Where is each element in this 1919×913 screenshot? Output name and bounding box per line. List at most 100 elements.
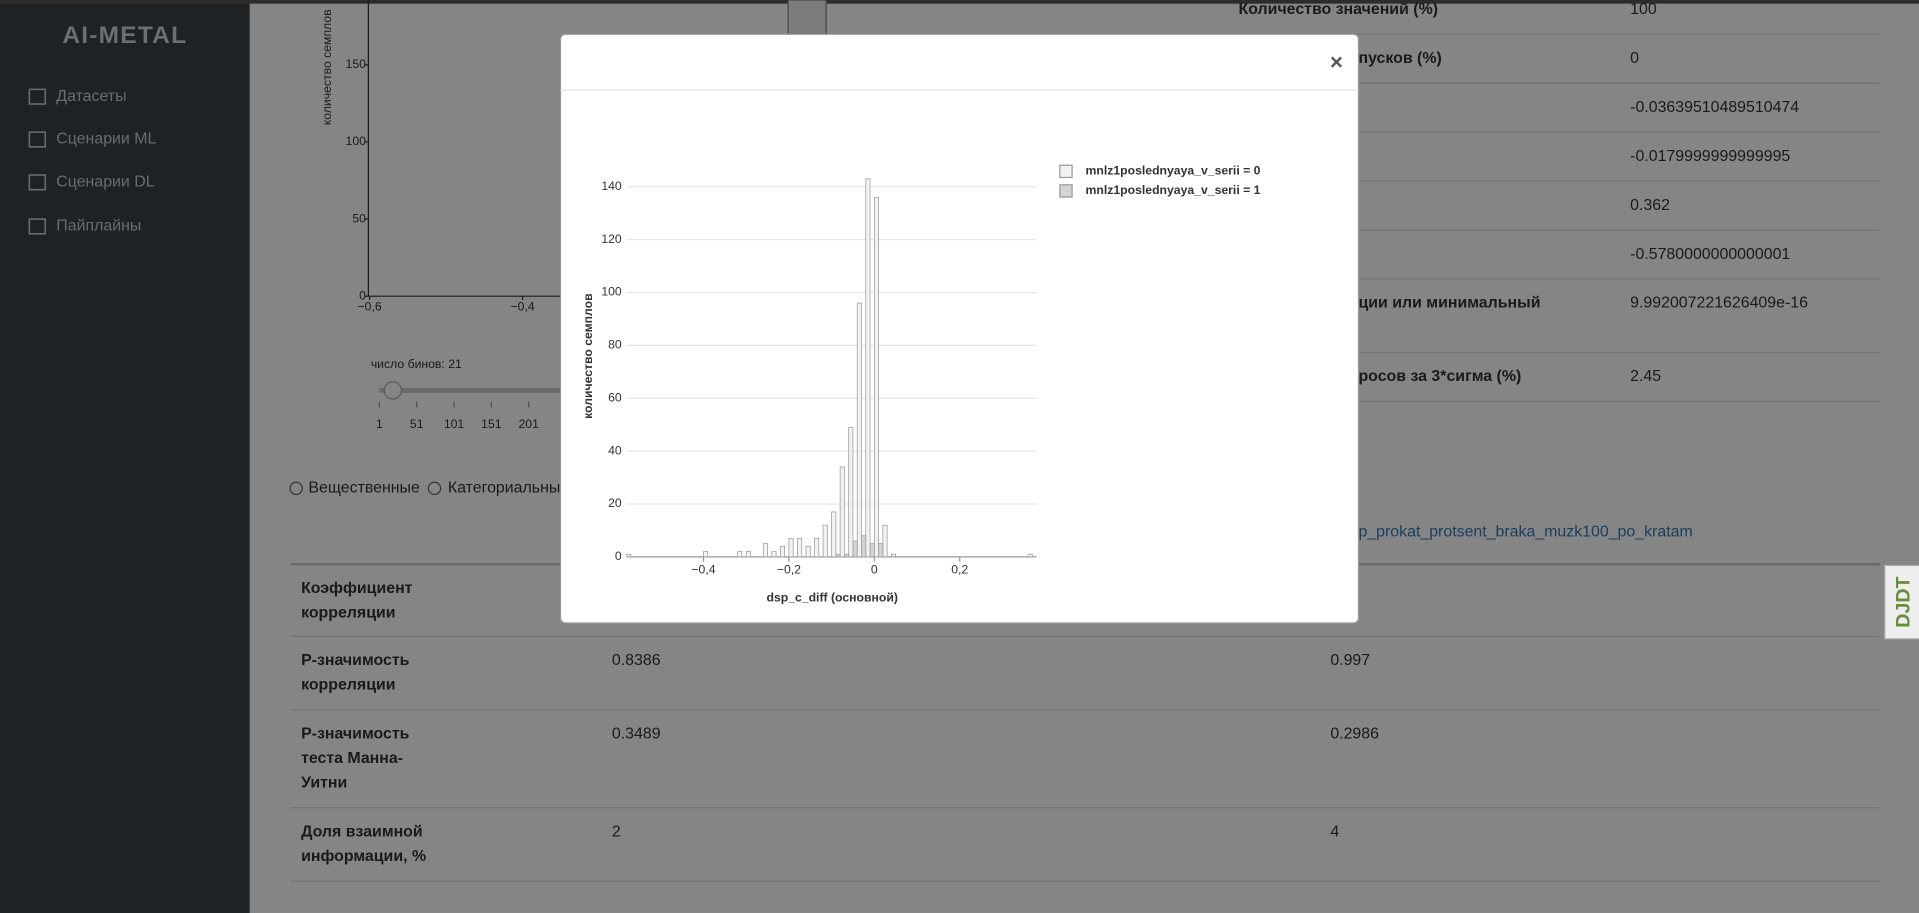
- bar: [865, 178, 871, 558]
- bg-y-tick-label: 150: [346, 57, 367, 71]
- menu-icon[interactable]: [28, 88, 47, 105]
- bg-x-tick-label: −0,4: [511, 299, 535, 313]
- bar: [805, 545, 811, 558]
- radio[interactable]: [289, 481, 303, 496]
- row-label: Р-значимость: [301, 726, 410, 743]
- x-axis-label: dsp_c_diff (основной): [766, 591, 897, 605]
- modal-body: [559, 33, 1360, 624]
- menu-item[interactable]: Датасеты: [56, 88, 126, 105]
- bar: [822, 524, 828, 558]
- bar: [703, 551, 709, 558]
- legend-label[interactable]: mnlz1poslednyaya_v_serii = 1: [1086, 183, 1261, 197]
- bg-bar-outline: [787, 0, 827, 35]
- x-tick-label: 0: [871, 563, 878, 577]
- bar: [852, 540, 858, 558]
- bar: [831, 511, 837, 558]
- sidebar: [0, 0, 250, 913]
- row-label: теста Манна-: [301, 750, 403, 767]
- bar: [797, 537, 803, 558]
- stat-value: 9.992007221626409e-16: [1630, 295, 1808, 312]
- slider-tick-label: 151: [481, 417, 502, 431]
- slider-handle[interactable]: [383, 381, 403, 400]
- x-tick-label: −0,2: [777, 563, 801, 577]
- slider-tick-label: 51: [410, 417, 424, 431]
- bg-x-tick-label: −0,6: [358, 299, 382, 313]
- menu-icon[interactable]: [28, 174, 47, 191]
- bar: [878, 543, 884, 558]
- radio-label[interactable]: Категориальные: [448, 480, 569, 497]
- stat-label: Количество значений (%): [1239, 1, 1439, 18]
- y-tick-label: 80: [608, 338, 622, 352]
- stat-value: -0.5780000000000001: [1630, 246, 1790, 263]
- slider-label: число бинов: 21: [371, 357, 462, 371]
- bar: [771, 551, 777, 558]
- legend-swatch[interactable]: [1059, 184, 1073, 198]
- x-tick-label: 0,2: [951, 563, 968, 577]
- row-label: корреляции: [301, 604, 395, 621]
- y-tick-label: 40: [608, 443, 622, 457]
- content: AI-METAL Датасеты Сценарии ML Сценарии DL Па…: [28, 0, 1880, 882]
- row-label: Коэффициент: [301, 580, 413, 597]
- cell-value: 0.2986: [1330, 726, 1379, 743]
- stat-value: 100: [1630, 1, 1657, 18]
- y-tick-label: 20: [608, 496, 622, 510]
- bar: [626, 553, 632, 558]
- row-label: Р-значимость: [301, 652, 410, 669]
- bar: [839, 466, 845, 558]
- target-link[interactable]: p_prokat_protsent_braka_muzk100_po_krata…: [1358, 524, 1692, 541]
- bar: [745, 551, 751, 558]
- menu-item[interactable]: Пайплайны: [56, 218, 141, 235]
- legend-swatch[interactable]: [1059, 164, 1073, 179]
- bar: [814, 537, 820, 558]
- radio-label[interactable]: Вещественные: [308, 480, 420, 497]
- modal-close[interactable]: ×: [1330, 49, 1343, 74]
- menu-icon[interactable]: [28, 131, 47, 148]
- bar: [891, 553, 897, 558]
- slider-tick-label: 1: [376, 417, 383, 431]
- cell-value: 2: [612, 823, 621, 840]
- cell-value: 4: [1330, 823, 1339, 840]
- debug-toolbar-label[interactable]: DJDT: [1892, 577, 1914, 628]
- stat-value: -0.03639510489510474: [1630, 99, 1799, 116]
- bg-y-tick-label: 100: [346, 134, 367, 148]
- y-tick-label: 60: [608, 390, 622, 404]
- bar: [779, 545, 785, 558]
- stat-value: 0.362: [1630, 197, 1670, 214]
- menu-item[interactable]: Сценарии DL: [56, 174, 154, 191]
- x-tick-label: −0,4: [691, 563, 715, 577]
- row-label: Доля взаимной: [301, 823, 423, 840]
- bar: [873, 196, 879, 558]
- bg-y-tick-label: 50: [352, 211, 366, 225]
- menu-item[interactable]: Сценарии ML: [56, 131, 156, 148]
- stat-label: пусков (%): [1358, 50, 1441, 67]
- logo: AI-METAL: [62, 22, 187, 49]
- bar: [844, 553, 850, 558]
- bar: [762, 543, 768, 558]
- row-label: корреляции: [301, 677, 395, 694]
- cell-value: 0.8386: [612, 652, 661, 669]
- y-tick-label: 140: [601, 179, 622, 193]
- cell-value: 0.997: [1330, 652, 1370, 669]
- bar: [856, 302, 862, 558]
- row-label: информации, %: [301, 848, 426, 865]
- bar: [737, 551, 743, 558]
- slider-tick-label: 201: [519, 417, 540, 431]
- y-tick-label: 0: [615, 549, 622, 563]
- y-axis-label: количество семплов: [581, 293, 595, 419]
- bg-y-label: количество семплов: [320, 9, 334, 125]
- bar: [788, 537, 794, 558]
- y-tick-label: 120: [601, 232, 622, 246]
- modal: × 0 20 40 60 80 100 120 140 −0,4 −0,2 0 0,2 количест…: [559, 33, 1360, 624]
- stat-value: -0.0179999999999995: [1630, 148, 1790, 165]
- bar: [861, 535, 867, 558]
- bar: [882, 524, 888, 558]
- legend-label[interactable]: mnlz1poslednyaya_v_serii = 0: [1086, 164, 1261, 178]
- menu-icon[interactable]: [28, 218, 47, 235]
- stat-label: ции или минимальный: [1358, 295, 1540, 312]
- radio[interactable]: [427, 481, 442, 496]
- stat-value: 0: [1630, 50, 1639, 67]
- bar: [869, 543, 875, 558]
- debug-toolbar-handle[interactable]: DJDT: [1884, 564, 1919, 640]
